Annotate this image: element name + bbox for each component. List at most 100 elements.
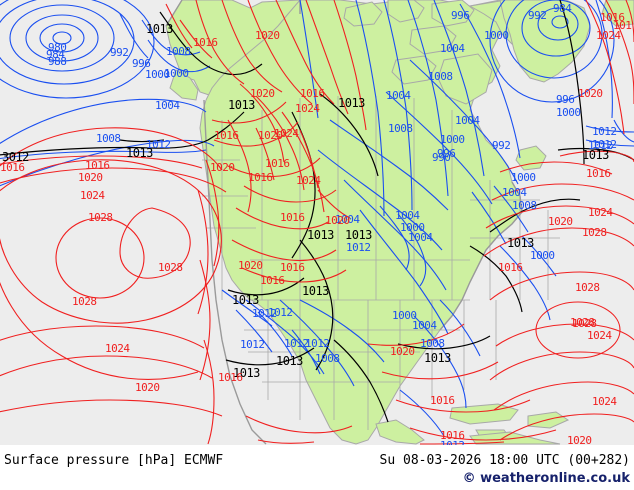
isobar-label: 1008 <box>315 352 340 365</box>
isobar-label: 1013 <box>507 236 534 250</box>
coastline-layer <box>165 0 523 445</box>
isobar-mw-2 <box>245 299 325 375</box>
isobar-label: 1004 <box>502 186 527 199</box>
isobar-label: 1013 <box>338 96 365 110</box>
isobar-label: 1024 <box>592 395 617 408</box>
isobar-ne-2 <box>521 235 557 277</box>
isobar-996-atl <box>505 0 603 79</box>
isobar-label: 1013 <box>233 366 260 380</box>
isobar-label: 996 <box>556 93 575 106</box>
isobar-label: 1004 <box>395 209 420 222</box>
isobar-label: 1016 <box>0 161 25 174</box>
isobar-label: 1000 <box>400 221 425 234</box>
isobar-label: 1004 <box>335 213 360 226</box>
isobar-label: 1012 <box>592 138 617 151</box>
isobar-label: 1028 <box>572 317 597 330</box>
isobar-label: 1016 <box>430 394 455 407</box>
footer-title: Surface pressure [hPa] ECMWF <box>4 453 224 468</box>
isobar-label: 1012 <box>284 337 309 350</box>
political-borders-layer <box>202 96 560 430</box>
isobar-alaska-1 <box>141 19 201 56</box>
isobar-label: 1000 <box>145 68 170 81</box>
isobar-label: 1020 <box>255 29 280 42</box>
isobars-1013-layer <box>0 0 634 423</box>
isobar-1000-ec <box>385 91 493 205</box>
isobar-label: 1008 <box>388 122 413 135</box>
isobar-label: 1024 <box>105 342 130 355</box>
isobar-label: 1024 <box>274 127 299 140</box>
isobar-label: 1024 <box>587 329 612 342</box>
isobar-1028-pac-lobe <box>119 207 191 279</box>
isobar-label: 1013 <box>424 351 451 365</box>
isobar-1016-pac-s <box>0 399 223 417</box>
isobar-label: 1020 <box>567 434 592 445</box>
isobar-label: 1020 <box>548 215 573 228</box>
isobar-label: 1012 <box>268 306 293 319</box>
isobar-label: 1020 <box>250 87 275 100</box>
isobars-low-layer <box>0 0 634 437</box>
isobar-label: 1004 <box>440 42 465 55</box>
isobar-can-1 <box>355 0 385 217</box>
isobar-label: 1016 <box>218 371 243 384</box>
isobar-label: 1008 <box>96 132 121 145</box>
isobar-label: 1004 <box>155 99 180 112</box>
isobars-high-layer <box>0 0 634 445</box>
isobar-can-5 <box>459 3 521 159</box>
isobar-988-atl <box>537 7 579 41</box>
isobar-1012-ec <box>343 179 447 291</box>
isobar-label: 1016 <box>265 157 290 170</box>
isobar-1008-ec <box>317 149 443 251</box>
land-arctic-island-3 <box>343 1 383 27</box>
isobar-label: 1020 <box>78 171 103 184</box>
pressure-map-canvas[interactable]: 1013 1013 1013 1013 1013 1013 1013 1013 1013 1013… <box>0 0 634 445</box>
isobar-label: 1000 <box>440 133 465 146</box>
isobar-label: 1020 <box>135 381 160 394</box>
isobar-label: 1016 <box>300 87 325 100</box>
land-newfoundland <box>515 145 547 171</box>
footer-copyright: © weatheronline.co.uk <box>462 471 630 486</box>
isobar-1000 <box>0 0 155 99</box>
isobar-label: 990 <box>432 151 451 164</box>
isobar-1024-pac-s <box>0 325 205 349</box>
isobar-1012-pac <box>0 149 207 160</box>
isobar-can-4 <box>433 0 485 177</box>
isobar-label: 1028 <box>72 295 97 308</box>
land-baffin <box>437 53 493 105</box>
isobar-label: 984 <box>553 2 572 15</box>
isobar-label: 992 <box>492 139 511 152</box>
isobar-label: 1028 <box>570 316 595 329</box>
isobar-ne-3 <box>493 185 529 233</box>
isobar-label: 1020 <box>390 345 415 358</box>
isobar-ne-4 <box>471 191 507 245</box>
isobar-label: 1008 <box>420 337 445 350</box>
isobar-label: 1024 <box>295 102 320 115</box>
isobar-label: 1012 <box>440 440 465 445</box>
land-alaska-peninsula <box>169 69 199 101</box>
isobar-label: 1016 <box>440 429 465 442</box>
isobar-alaska-3 <box>119 13 149 59</box>
isobar-label: 1020 <box>578 87 603 100</box>
isobar-label: 1028 <box>582 226 607 239</box>
isobar-label: 1016 <box>193 36 218 49</box>
isobar-1028-atl-inner <box>535 301 621 359</box>
isobar-can-6 <box>299 0 319 119</box>
isobar-label: 1008 <box>166 45 191 58</box>
isobar-984 <box>39 23 85 53</box>
isobar-label: 1024 <box>588 206 613 219</box>
isobar-label: 1013 <box>582 148 609 162</box>
land-arctic-island-5 <box>391 55 437 85</box>
isobar-label: 1028 <box>158 261 183 274</box>
isobar-w-2 <box>257 311 293 357</box>
isobar-1016-pac <box>0 155 203 169</box>
isobar-1012-atl-a <box>585 125 634 133</box>
isobar-label: 1016 <box>85 159 110 172</box>
isobar-w-1 <box>235 309 273 353</box>
isobar-alaska-2 <box>147 39 211 73</box>
isobar-label: 1000 <box>164 67 189 80</box>
isobar-1020-pac-s <box>0 355 213 379</box>
isobar-mw-5 <box>413 315 467 409</box>
isobar-label: 984 <box>46 48 65 61</box>
isobar-label: 101 <box>613 19 632 32</box>
isobar-label: 996 <box>451 9 470 22</box>
